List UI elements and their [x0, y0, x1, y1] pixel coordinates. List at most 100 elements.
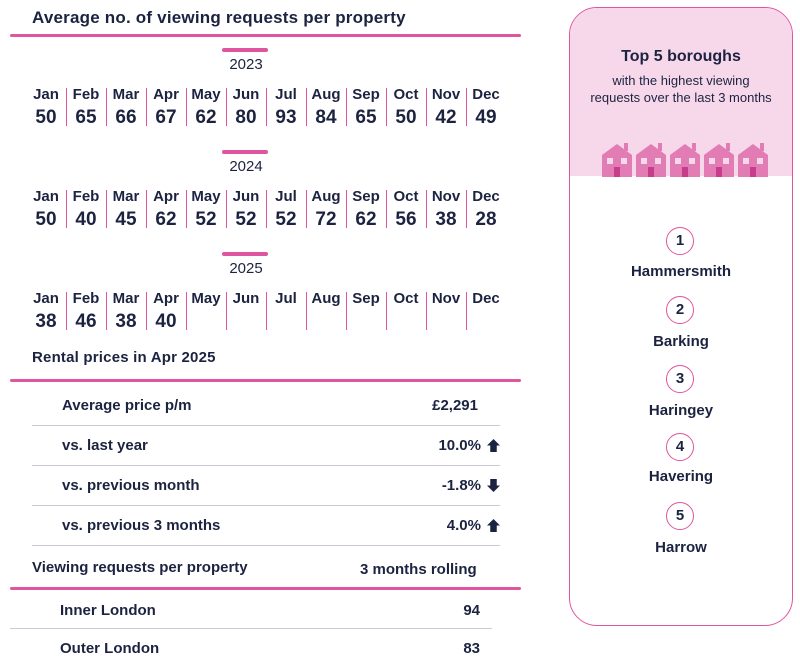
- month-cell: Nov: [426, 290, 466, 334]
- month-name: Mar: [112, 188, 140, 205]
- month-name: Jun: [232, 86, 260, 103]
- month-value: 38: [115, 311, 137, 332]
- month-cell: Jun 52: [226, 188, 266, 232]
- month-cell: Sep: [346, 290, 386, 334]
- month-name: May: [191, 86, 221, 103]
- viewing-value: 83: [463, 640, 480, 657]
- rental-label: vs. last year: [62, 437, 148, 454]
- rental-row: vs. last year 10.0%: [32, 425, 500, 466]
- borough-name: Hammersmith: [630, 263, 732, 280]
- rental-label: vs. previous month: [62, 477, 200, 494]
- month-value: [346, 310, 386, 334]
- month-cell: Oct 50: [386, 86, 426, 130]
- month-name: Apr: [153, 86, 179, 103]
- rank-badge: 1: [666, 227, 694, 255]
- month-name: Apr: [153, 188, 179, 205]
- month-value: 80: [235, 107, 257, 128]
- month-cell: Oct 56: [386, 188, 426, 232]
- viewing-label: Inner London: [60, 602, 156, 619]
- rank-badge: 2: [666, 296, 694, 324]
- month-name: Jan: [33, 290, 59, 307]
- rental-row: vs. previous 3 months 4.0%: [32, 505, 500, 546]
- borough-name: Haringey: [648, 402, 714, 419]
- title-divider: [10, 34, 521, 37]
- house-icon: [602, 143, 632, 177]
- rental-row: Average price p/m £2,291: [32, 385, 500, 426]
- month-cell: May: [186, 290, 226, 334]
- year-label: 2023: [229, 56, 263, 73]
- arrow-up-icon: [487, 519, 500, 532]
- month-value: 84: [315, 107, 337, 128]
- rental-value-wrap: 10.0%: [438, 437, 500, 454]
- viewing-label: Outer London: [60, 640, 160, 657]
- month-name: Jul: [275, 290, 297, 307]
- month-cell: Dec 28: [466, 188, 506, 232]
- month-name: Aug: [311, 188, 341, 205]
- month-cell: Mar 38: [106, 290, 146, 334]
- month-cell: Jul 93: [266, 86, 306, 130]
- page-title: Average no. of viewing requests per prop…: [32, 8, 406, 27]
- month-value: [226, 310, 266, 334]
- month-name: Nov: [431, 188, 461, 205]
- month-value: 67: [155, 107, 177, 128]
- viewing-row: Inner London 94: [10, 590, 492, 629]
- houses-illustration: [602, 141, 768, 179]
- borough-name: Barking: [653, 333, 709, 350]
- year-label: 2024: [229, 158, 263, 175]
- month-name: Nov: [431, 290, 461, 307]
- house-icons: [602, 143, 768, 177]
- viewing-divider: [10, 587, 521, 590]
- house-icon: [636, 143, 666, 177]
- month-name: Apr: [153, 290, 179, 307]
- month-cell: Mar 66: [106, 86, 146, 130]
- arrow-down-icon: [487, 479, 500, 492]
- month-name: May: [191, 188, 221, 205]
- month-cell: Dec: [466, 290, 506, 334]
- month-value: [186, 310, 226, 334]
- rental-value-wrap: £2,291: [432, 397, 478, 414]
- month-name: Jul: [275, 188, 297, 205]
- month-cell: Aug 72: [306, 188, 346, 232]
- month-value: 46: [75, 311, 97, 332]
- month-value: [426, 310, 466, 334]
- month-value: 50: [35, 107, 57, 128]
- month-name: Aug: [311, 86, 341, 103]
- rental-value-wrap: 4.0%: [447, 517, 500, 534]
- rental-label: vs. previous 3 months: [62, 517, 221, 534]
- month-value: 50: [35, 209, 57, 230]
- rental-value: 10.0%: [438, 437, 481, 454]
- month-name: Jun: [232, 188, 260, 205]
- month-name: Sep: [352, 188, 380, 205]
- year-marker: [222, 48, 268, 52]
- month-value: 93: [275, 107, 297, 128]
- month-name: Jun: [232, 290, 260, 307]
- month-value: 45: [115, 209, 137, 230]
- month-name: Nov: [431, 86, 461, 103]
- viewing-title: Viewing requests per property: [32, 559, 248, 576]
- rental-value: £2,291: [432, 397, 478, 414]
- boroughs-subtitle: with the highest viewing requests over t…: [590, 73, 772, 105]
- house-icon: [704, 143, 734, 177]
- month-cell: Feb 40: [66, 188, 106, 232]
- month-value: 65: [355, 107, 377, 128]
- month-name: Jan: [33, 188, 59, 205]
- month-cell: Jun 80: [226, 86, 266, 130]
- month-name: Mar: [112, 290, 140, 307]
- month-value: 56: [395, 209, 417, 230]
- borough-name: Havering: [648, 468, 714, 485]
- month-cell: Sep 62: [346, 188, 386, 232]
- month-name: Jan: [33, 86, 59, 103]
- month-name: Feb: [72, 188, 100, 205]
- month-cell: Nov 42: [426, 86, 466, 130]
- month-row: Jan 50 Feb 65 Mar 66 Apr 67 May 62 Jun 80 Jul 93 Aug 84…: [26, 86, 506, 130]
- month-cell: Apr 62: [146, 188, 186, 232]
- rank-badge: 5: [666, 502, 694, 530]
- month-cell: Apr 67: [146, 86, 186, 130]
- month-value: 52: [195, 209, 217, 230]
- month-cell: Jun: [226, 290, 266, 334]
- month-cell: Feb 46: [66, 290, 106, 334]
- month-cell: Jul: [266, 290, 306, 334]
- month-cell: May 52: [186, 188, 226, 232]
- month-value: 28: [475, 209, 497, 230]
- rental-value: -1.8%: [441, 477, 481, 494]
